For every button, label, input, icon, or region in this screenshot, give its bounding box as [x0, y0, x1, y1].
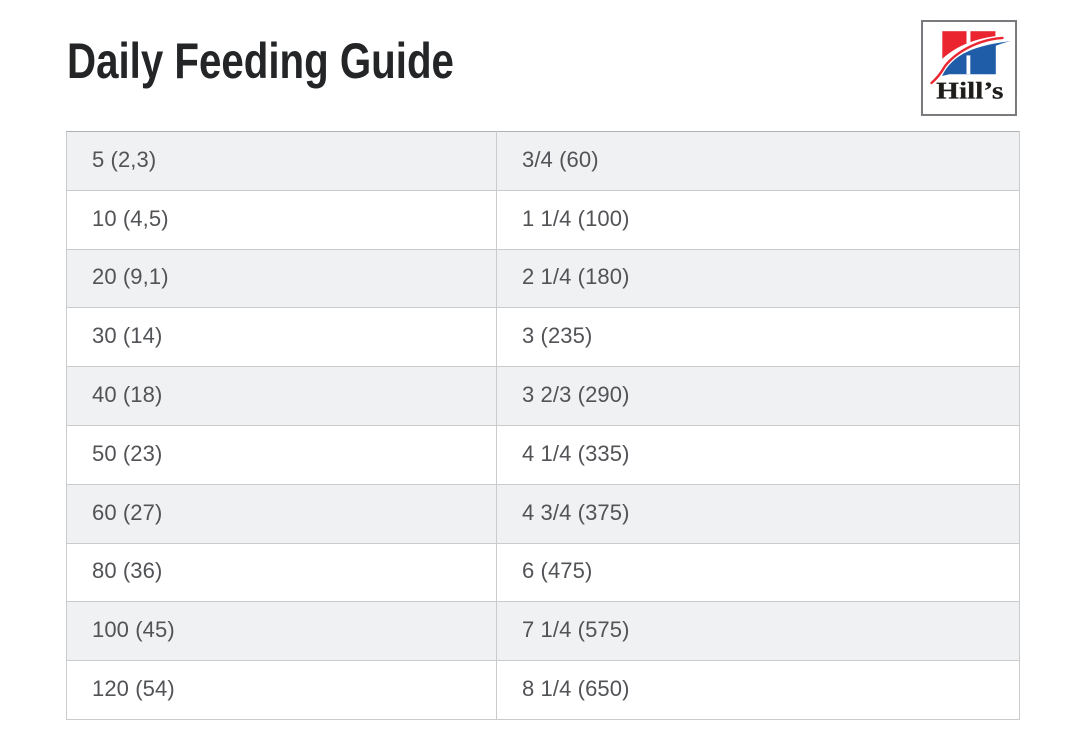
svg-text:Hill’s: Hill’s [936, 79, 1003, 105]
